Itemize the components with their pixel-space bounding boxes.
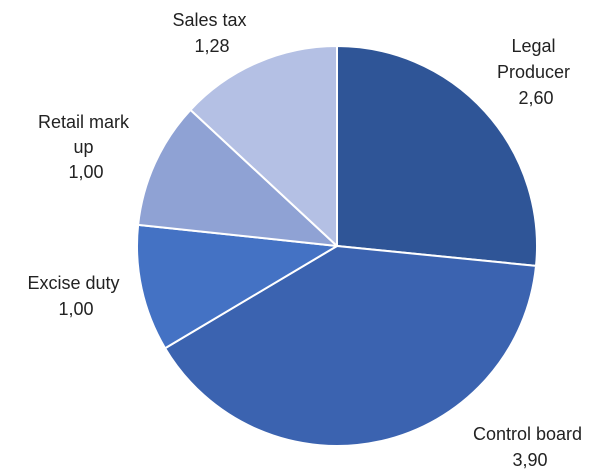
slice-value: 1,28 bbox=[194, 36, 229, 56]
slice-label-legal-producer: Legal Producer 2,60 bbox=[497, 36, 575, 108]
pie-slice-excise-duty bbox=[136, 223, 338, 350]
slice-label-line: Retail mark bbox=[38, 112, 130, 132]
slice-label-control-board: Control board 3,90 bbox=[473, 424, 587, 470]
slice-value: 1,00 bbox=[68, 162, 103, 182]
slice-label-excise-duty: Excise duty 1,00 bbox=[27, 273, 124, 319]
pie-slices bbox=[136, 45, 538, 447]
slice-label-line: Sales tax bbox=[172, 10, 246, 30]
slice-label-line: Legal bbox=[511, 36, 555, 56]
slice-label-line: Producer bbox=[497, 62, 570, 82]
slice-label-retail-mark-up: Retail mark up 1,00 bbox=[38, 112, 134, 182]
pie-slice-retail-mark-up bbox=[137, 108, 338, 247]
slice-labels: Legal Producer 2,60 Control board 3,90 E… bbox=[27, 10, 587, 470]
slice-label-sales-tax: Sales tax 1,28 bbox=[172, 10, 251, 56]
slice-value: 2,60 bbox=[518, 88, 553, 108]
pie-slice-legal-producer bbox=[336, 45, 538, 267]
slice-label-line: Excise duty bbox=[27, 273, 119, 293]
pie-slice-control-board bbox=[164, 245, 538, 447]
slice-label-line: up bbox=[73, 137, 93, 157]
pie-slice-sales-tax bbox=[189, 45, 338, 247]
slice-label-line: Control board bbox=[473, 424, 582, 444]
slice-value: 1,00 bbox=[58, 299, 93, 319]
slice-value: 3,90 bbox=[512, 450, 547, 470]
